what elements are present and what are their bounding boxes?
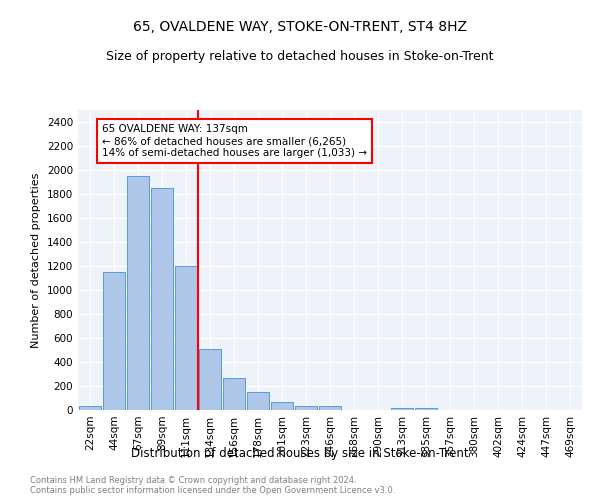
- Text: Distribution of detached houses by size in Stoke-on-Trent: Distribution of detached houses by size …: [131, 448, 469, 460]
- Text: Size of property relative to detached houses in Stoke-on-Trent: Size of property relative to detached ho…: [106, 50, 494, 63]
- Text: 65, OVALDENE WAY, STOKE-ON-TRENT, ST4 8HZ: 65, OVALDENE WAY, STOKE-ON-TRENT, ST4 8H…: [133, 20, 467, 34]
- Bar: [127, 176, 149, 410]
- Bar: [295, 406, 317, 410]
- Bar: [247, 392, 269, 410]
- Bar: [223, 378, 245, 410]
- Y-axis label: Number of detached properties: Number of detached properties: [31, 172, 41, 348]
- Text: Contains HM Land Registry data © Crown copyright and database right 2024.
Contai: Contains HM Land Registry data © Crown c…: [30, 476, 395, 495]
- Bar: [151, 188, 173, 410]
- Bar: [271, 402, 293, 410]
- Bar: [415, 408, 437, 410]
- Bar: [79, 406, 101, 410]
- Bar: [175, 266, 197, 410]
- Text: 65 OVALDENE WAY: 137sqm
← 86% of detached houses are smaller (6,265)
14% of semi: 65 OVALDENE WAY: 137sqm ← 86% of detache…: [102, 124, 367, 158]
- Bar: [199, 349, 221, 410]
- Bar: [103, 272, 125, 410]
- Bar: [319, 406, 341, 410]
- Bar: [391, 408, 413, 410]
